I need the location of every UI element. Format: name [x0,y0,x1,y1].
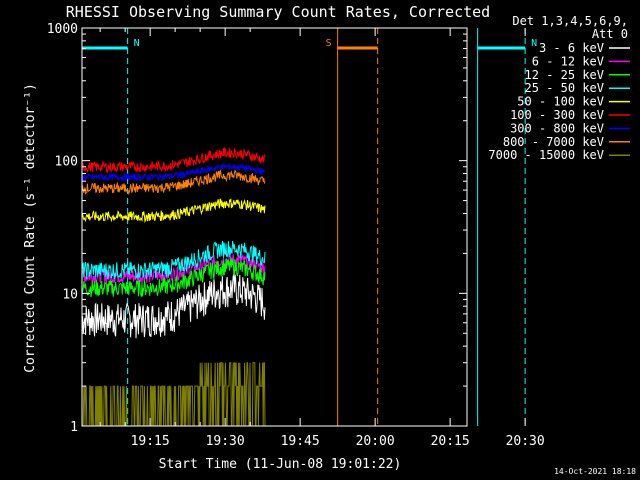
series-line-8 [82,362,266,427]
x-tick-label: 19:30 [206,434,245,449]
legend-entry-label: 3 - 6 keV [539,41,604,55]
chart-title: RHESSI Observing Summary Count Rates, Co… [66,3,490,21]
x-tick-label: 19:45 [281,434,320,449]
x-tick-label: 19:15 [131,434,170,449]
legend-entry-label: 25 - 50 keV [525,81,604,95]
x-tick-label: 20:15 [431,434,470,449]
series-line-3 [81,240,266,280]
series-line-6 [81,163,266,183]
x-axis-label: Start Time (11-Jun-08 19:01:22) [159,457,402,472]
flag-label: S [326,38,332,49]
series-line-0 [81,274,266,339]
x-tick-label: 20:30 [506,434,545,449]
plot-area: N NS [81,28,537,427]
series-line-5 [81,146,266,174]
legend-entry-label: 6 - 12 keV [532,54,604,68]
legend-header-line-1: Det 1,3,4,5,6,9, [512,14,628,28]
y-tick-label: 100 [55,155,78,170]
x-tick-label: 20:00 [356,434,395,449]
footer-timestamp: 14-Oct-2021 18:18 [554,467,636,476]
legend-header-line-2: Att 0 [592,27,628,41]
y-tick-label: 10 [62,287,78,302]
series-line-2 [81,258,266,298]
flag-label: N [531,38,537,49]
legend-entry-label: 12 - 25 keV [525,68,604,82]
flag-label: N [134,38,140,49]
legend-entry-label: 50 - 100 keV [517,95,604,109]
y-axis-ticks: 1 10 100 1000 [47,22,467,435]
legend-entry-label: 7000 - 15000 keV [488,148,604,162]
plot-frame [81,27,468,427]
legend-entry-label: 800 - 7000 keV [503,135,604,149]
y-axis-label: Corrected Count Rate (s⁻¹ detector⁻¹) [23,83,38,373]
series-line-4 [81,198,266,224]
x-axis-ticks: 19:15 19:30 19:45 20:00 20:15 20:30 [99,28,545,449]
series-line-7 [81,169,266,196]
y-tick-label: 1 [70,420,78,435]
legend-entry-label: 100 - 300 keV [510,108,604,122]
y-tick-label: 1000 [47,22,78,37]
series-line-1 [81,253,266,284]
legend-entry-label: 300 - 800 keV [510,121,604,135]
